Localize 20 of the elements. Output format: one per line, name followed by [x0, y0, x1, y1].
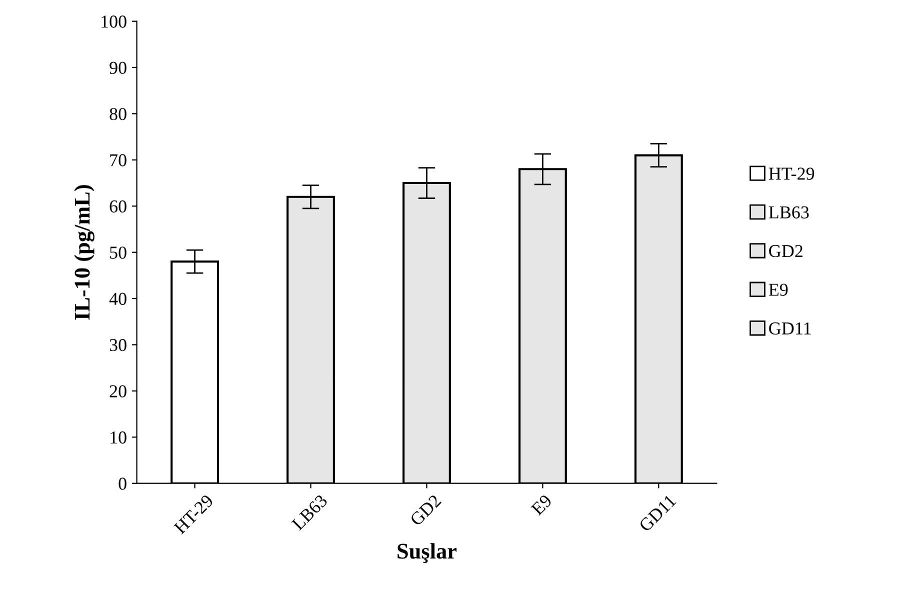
y-tick-label: 30: [110, 338, 126, 352]
y-tick-label: 80: [110, 108, 126, 120]
legend-label: LB63: [768, 206, 809, 218]
y-tick-label: 50: [110, 246, 126, 259]
y-tick-label: 40: [109, 292, 126, 305]
y-tick-label: 100: [102, 16, 126, 28]
y-tick-label: 60: [110, 200, 126, 213]
y-tick-label: 0: [118, 478, 126, 490]
x-tick-label: GD2: [409, 494, 442, 526]
y-axis-title: IL-10 (pg/mL): [74, 185, 94, 320]
legend-label: E9: [768, 284, 788, 296]
legend-label: GD2: [769, 245, 802, 258]
y-tick-label: 20: [110, 385, 126, 398]
x-axis-title: Suşlar: [398, 543, 457, 564]
y-tick-label: 10: [110, 431, 126, 444]
x-tick-label: E9: [530, 494, 552, 516]
legend-label: GD11: [769, 322, 811, 335]
y-tick-label: 70: [110, 154, 126, 166]
y-tick-label: 90: [110, 62, 126, 74]
legend-label: HT-29: [768, 168, 814, 180]
